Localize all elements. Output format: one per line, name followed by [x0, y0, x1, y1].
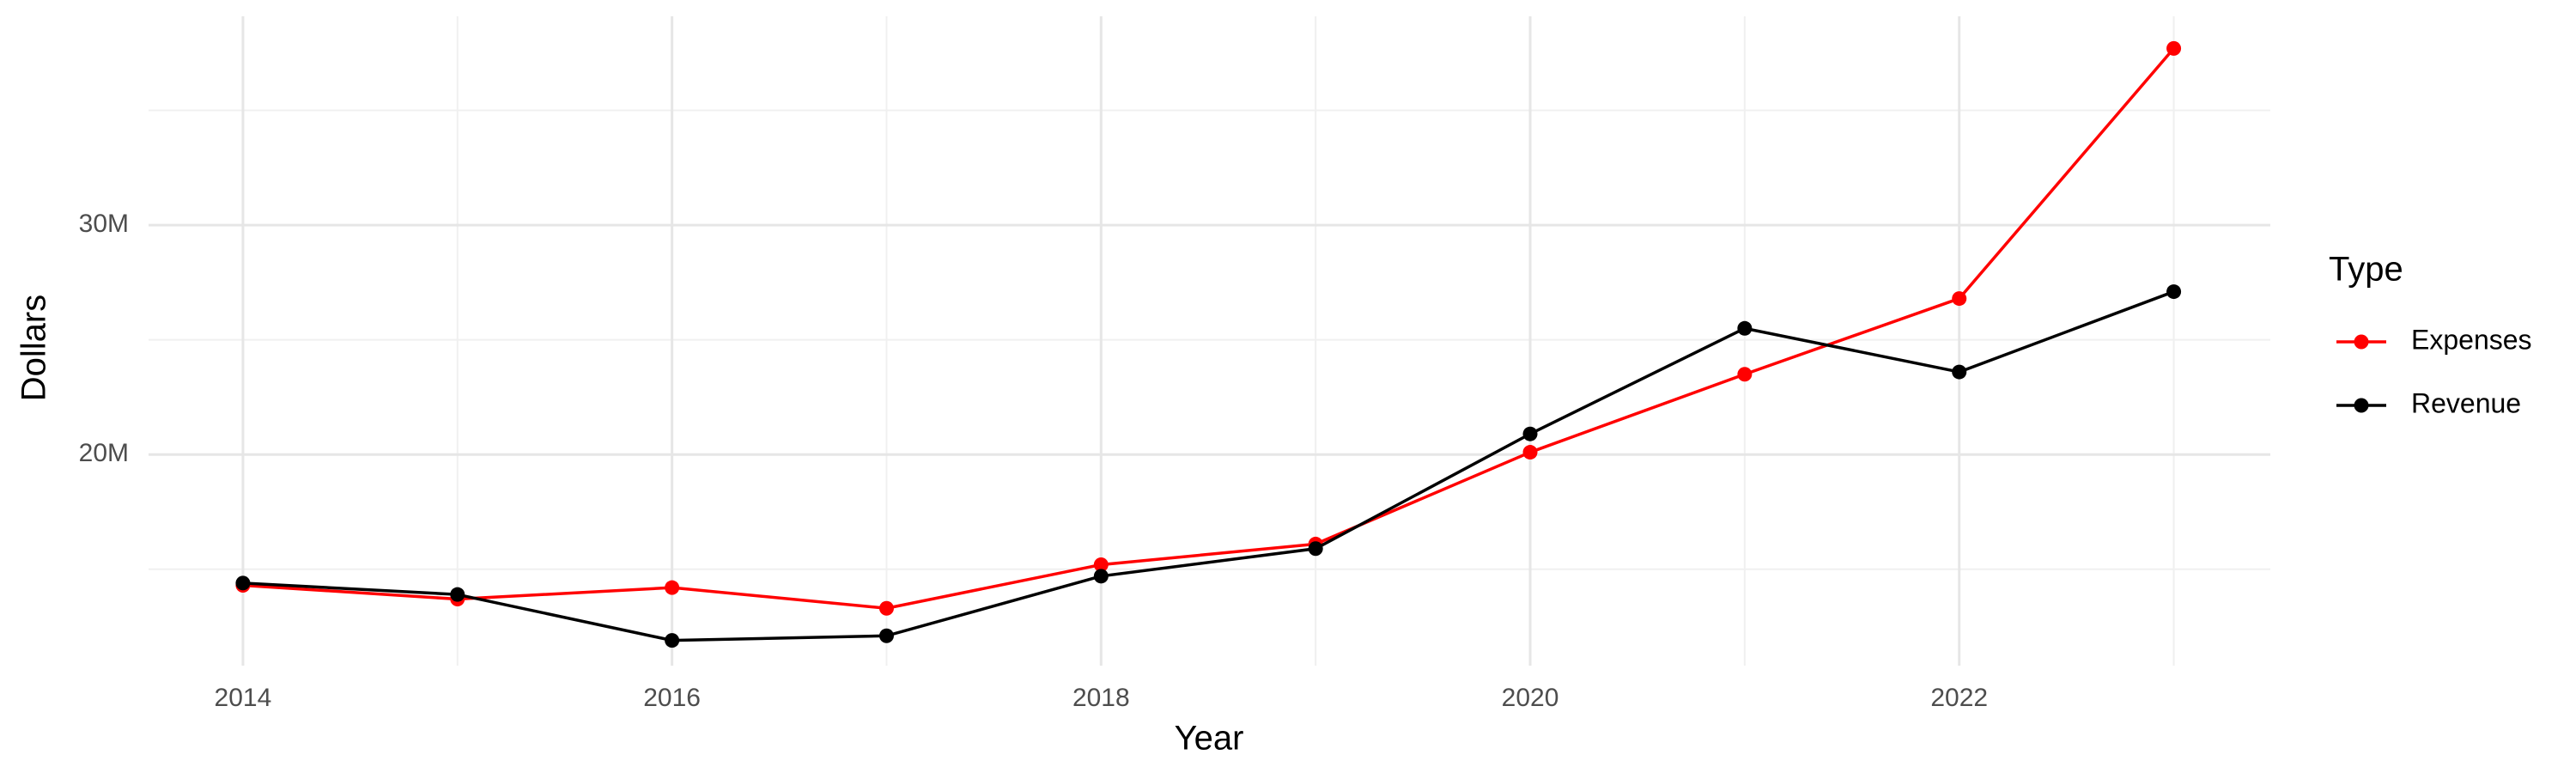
- data-point: [450, 587, 465, 602]
- x-tick-label: 2022: [1930, 684, 1988, 712]
- series-line: [242, 47, 2175, 610]
- legend-key-point: [2354, 398, 2369, 413]
- legend-label: Expenses: [2411, 324, 2532, 355]
- data-point: [1952, 364, 1967, 380]
- data-point: [1308, 541, 1323, 557]
- x-tick-label: 2020: [1502, 684, 1559, 712]
- legend-label: Revenue: [2411, 387, 2521, 418]
- data-point: [878, 600, 894, 616]
- data-point: [665, 633, 680, 648]
- data-point: [1952, 291, 1967, 307]
- data-point: [1093, 557, 1109, 572]
- data-point: [665, 580, 680, 595]
- data-point: [2166, 284, 2182, 300]
- y-tick-label: 30M: [79, 210, 129, 238]
- data-point: [878, 628, 894, 643]
- data-point: [1522, 445, 1538, 460]
- data-point: [1522, 426, 1538, 441]
- y-tick-label: 20M: [79, 439, 129, 467]
- data-point: [1737, 320, 1753, 336]
- legend-key-point: [2354, 334, 2369, 350]
- data-point: [2166, 40, 2182, 56]
- x-tick-label: 2016: [643, 684, 701, 712]
- data-point: [1093, 569, 1109, 584]
- y-axis-title: Dollars: [15, 295, 53, 401]
- data-point: [235, 575, 251, 591]
- x-tick-label: 2014: [215, 684, 272, 712]
- legend-title: Type: [2329, 251, 2403, 289]
- series-line: [242, 289, 2175, 642]
- x-axis-title: Year: [1175, 720, 1244, 758]
- x-tick-label: 2018: [1072, 684, 1130, 712]
- data-point: [1737, 367, 1753, 382]
